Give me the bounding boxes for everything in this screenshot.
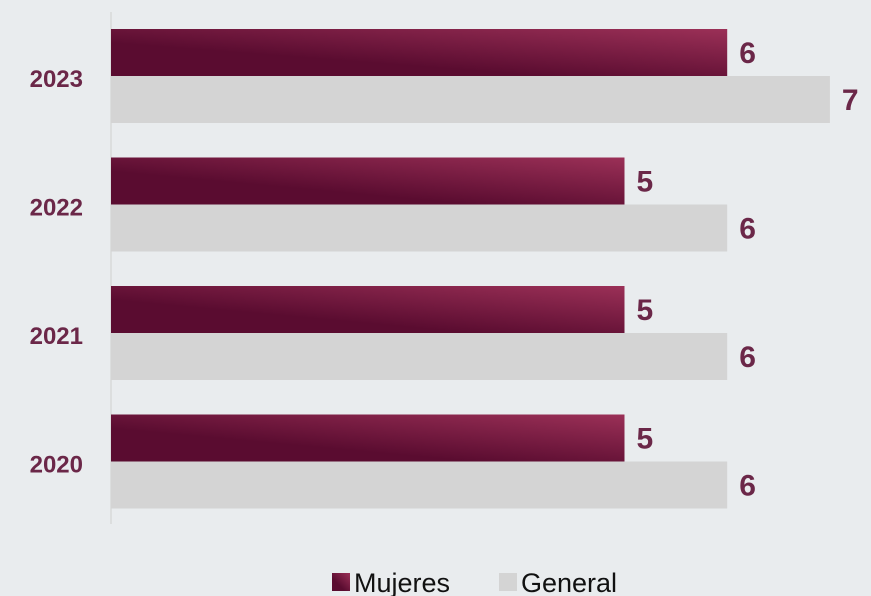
bar-general-2021 — [111, 333, 728, 380]
bar-general-2023 — [111, 76, 830, 123]
legend-swatch-general — [499, 573, 517, 591]
value-label: 6 — [739, 213, 756, 246]
value-label: 6 — [739, 341, 756, 374]
legend-label-mujeres: Mujeres — [354, 568, 450, 596]
value-label: 6 — [739, 470, 756, 503]
bar-general-2022 — [111, 204, 728, 252]
value-label: 6 — [739, 37, 756, 70]
value-label: 5 — [637, 166, 654, 199]
category-label: 2023 — [30, 66, 83, 93]
legend-label-general: General — [521, 568, 617, 596]
bar-mujeres-2021 — [111, 286, 625, 333]
bar-general-2020 — [111, 461, 728, 509]
value-label: 5 — [637, 423, 654, 456]
category-label: 2022 — [30, 195, 83, 222]
category-label: 2020 — [30, 452, 83, 479]
category-label: 2021 — [30, 323, 83, 350]
value-label: 5 — [637, 294, 654, 327]
legend-swatch-mujeres — [332, 573, 350, 591]
bar-mujeres-2023 — [111, 29, 728, 76]
value-label: 7 — [842, 84, 859, 117]
legend: Mujeres General — [332, 568, 617, 596]
bar-mujeres-2022 — [111, 157, 625, 205]
bar-mujeres-2020 — [111, 414, 625, 462]
